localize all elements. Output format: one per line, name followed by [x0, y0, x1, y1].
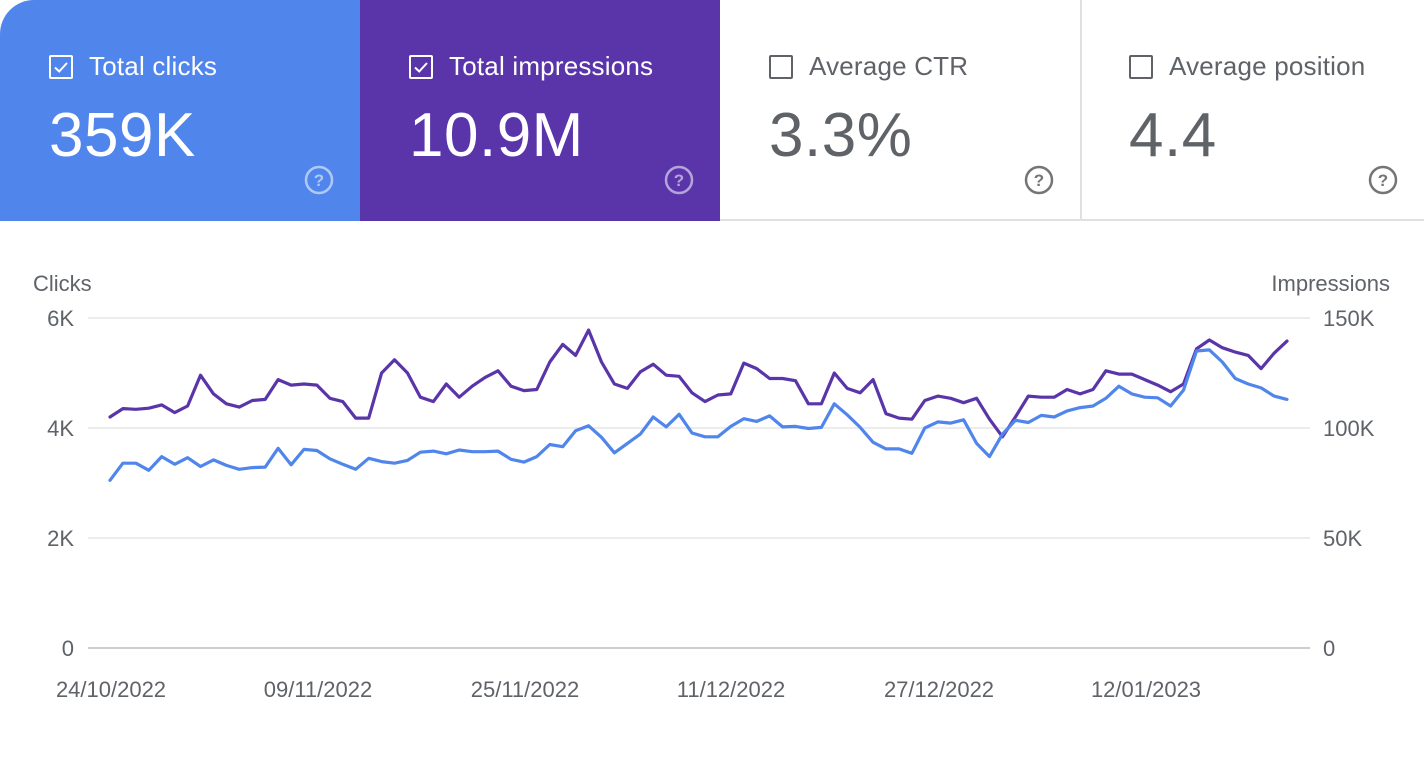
metric-card-average-position[interactable]: Average position 4.4 ? [1080, 0, 1424, 221]
left-axis-title: Clicks [33, 271, 92, 296]
metric-value: 10.9M [409, 101, 584, 170]
performance-chart: Clicks Impressions 0 2K 4K 6K 0 50K 100K 150K … [0, 221, 1424, 757]
help-circle-icon[interactable]: ? [304, 165, 334, 195]
right-tick-label: 150K [1323, 306, 1375, 331]
right-tick-label: 0 [1323, 636, 1335, 661]
left-tick-label: 4K [47, 416, 74, 441]
help-circle-icon[interactable]: ? [664, 165, 694, 195]
metric-header: Total impressions [409, 51, 653, 82]
chart-series [108, 328, 1289, 482]
metric-label: Average CTR [809, 51, 969, 81]
left-tick-label: 0 [62, 636, 74, 661]
metric-cards: Total clicks 359K ? Total impressions 10… [0, 0, 1424, 221]
x-tick-label: 09/11/2022 [264, 677, 372, 702]
series-line-total-clicks[interactable] [108, 348, 1289, 482]
checkbox-checked-icon[interactable] [409, 54, 433, 79]
metric-value: 4.4 [1129, 101, 1217, 170]
metric-value: 359K [49, 101, 196, 170]
x-tick-label: 12/01/2023 [1091, 677, 1201, 702]
right-tick-label: 50K [1323, 526, 1362, 551]
svg-text:?: ? [1034, 171, 1044, 190]
x-axis-ticks: 24/10/2022 09/11/2022 25/11/2022 11/12/2022… [56, 677, 1201, 702]
metric-card-total-impressions[interactable]: Total impressions 10.9M ? [360, 0, 720, 221]
metric-card-average-ctr[interactable]: Average CTR 3.3% ? [720, 0, 1080, 221]
left-tick-label: 6K [47, 306, 74, 331]
metric-label: Average position [1169, 51, 1366, 81]
x-tick-label: 27/12/2022 [884, 677, 994, 702]
right-tick-label: 100K [1323, 416, 1375, 441]
chart-grid [88, 317, 1310, 649]
metric-label: Total clicks [89, 51, 218, 81]
left-tick-label: 2K [47, 526, 74, 551]
metric-header: Average CTR [769, 51, 968, 82]
help-circle-icon[interactable]: ? [1024, 165, 1054, 195]
svg-text:?: ? [1378, 171, 1388, 190]
left-axis-ticks: 0 2K 4K 6K [47, 306, 74, 661]
checkbox-checked-icon[interactable] [49, 54, 73, 79]
svg-text:?: ? [674, 171, 684, 190]
help-circle-icon[interactable]: ? [1368, 165, 1398, 195]
metric-header: Average position [1129, 51, 1365, 82]
right-axis-title: Impressions [1271, 271, 1390, 296]
x-tick-label: 25/11/2022 [471, 677, 579, 702]
series-line-total-impressions[interactable] [108, 328, 1289, 439]
x-tick-label: 24/10/2022 [56, 677, 166, 702]
x-tick-label: 11/12/2022 [677, 677, 785, 702]
checkbox-unchecked-icon[interactable] [769, 54, 793, 79]
metric-label: Total impressions [449, 51, 654, 81]
right-axis-ticks: 0 50K 100K 150K [1323, 306, 1375, 661]
metric-header: Total clicks [49, 51, 217, 82]
checkbox-unchecked-icon[interactable] [1129, 54, 1153, 79]
metric-value: 3.3% [769, 101, 913, 170]
metric-card-total-clicks[interactable]: Total clicks 359K ? [0, 0, 360, 221]
svg-text:?: ? [314, 171, 324, 190]
